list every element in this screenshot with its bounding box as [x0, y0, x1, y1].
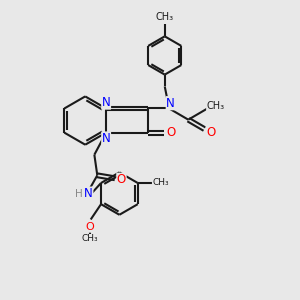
Text: H: H — [75, 189, 82, 199]
Text: O: O — [85, 222, 94, 232]
Text: N: N — [166, 97, 175, 110]
Text: CH₃: CH₃ — [207, 101, 225, 111]
Text: CH₃: CH₃ — [82, 234, 98, 243]
Text: N: N — [84, 187, 93, 200]
Text: CH₃: CH₃ — [156, 12, 174, 22]
Text: N: N — [102, 132, 110, 145]
Text: O: O — [117, 173, 126, 186]
Text: CH₃: CH₃ — [152, 178, 169, 188]
Text: O: O — [166, 126, 175, 139]
Text: N: N — [102, 96, 110, 109]
Text: O: O — [206, 125, 216, 139]
